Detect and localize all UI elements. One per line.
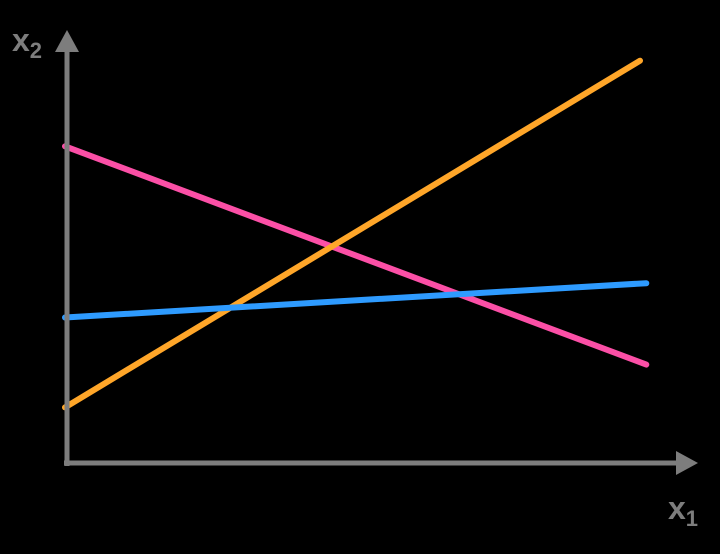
y-axis-arrow-icon <box>55 30 79 52</box>
series-lines <box>62 57 650 411</box>
pink-line <box>62 143 650 368</box>
y-axis-label-subscript: 2 <box>29 38 43 63</box>
y-axis-label: x2 <box>12 24 42 62</box>
x-axis-label: x1 <box>668 492 698 530</box>
y-axis-label-base: x <box>12 22 30 58</box>
orange-line <box>62 57 643 411</box>
blue-line <box>62 280 650 321</box>
x-axis-arrow-icon <box>676 451 698 475</box>
x-axis-label-base: x <box>668 490 686 526</box>
x-axis-label-subscript: 1 <box>685 506 699 531</box>
